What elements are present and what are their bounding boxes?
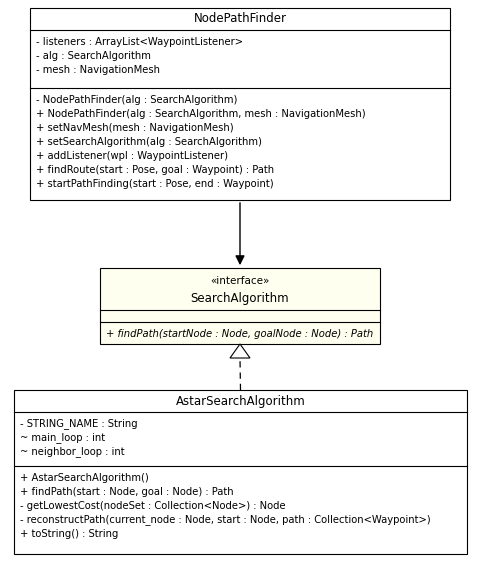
Text: + setNavMesh(mesh : NavigationMesh): + setNavMesh(mesh : NavigationMesh): [36, 123, 234, 133]
Text: + addListener(wpl : WaypointListener): + addListener(wpl : WaypointListener): [36, 151, 228, 161]
Text: + startPathFinding(start : Pose, end : Waypoint): + startPathFinding(start : Pose, end : W…: [36, 179, 274, 189]
Text: - listeners : ArrayList<WaypointListener>: - listeners : ArrayList<WaypointListener…: [36, 37, 243, 47]
Text: «interface»: «interface»: [210, 276, 270, 287]
Text: + toString() : String: + toString() : String: [20, 529, 118, 539]
Text: ~ neighbor_loop : int: ~ neighbor_loop : int: [20, 446, 125, 458]
Text: + AstarSearchAlgorithm(): + AstarSearchAlgorithm(): [20, 473, 149, 483]
Text: - NodePathFinder(alg : SearchAlgorithm): - NodePathFinder(alg : SearchAlgorithm): [36, 95, 237, 105]
Text: - alg : SearchAlgorithm: - alg : SearchAlgorithm: [36, 51, 151, 61]
Text: + findRoute(start : Pose, goal : Waypoint) : Path: + findRoute(start : Pose, goal : Waypoin…: [36, 165, 274, 175]
Text: - mesh : NavigationMesh: - mesh : NavigationMesh: [36, 65, 160, 75]
Text: - getLowestCost(nodeSet : Collection<Node>) : Node: - getLowestCost(nodeSet : Collection<Nod…: [20, 501, 285, 511]
Text: - STRING_NAME : String: - STRING_NAME : String: [20, 418, 138, 430]
Bar: [100, 268, 380, 344]
Text: + NodePathFinder(alg : SearchAlgorithm, mesh : NavigationMesh): + NodePathFinder(alg : SearchAlgorithm, …: [36, 109, 366, 119]
Polygon shape: [230, 344, 250, 358]
Text: NodePathFinder: NodePathFinder: [194, 12, 286, 25]
Bar: [30, 8, 450, 200]
Text: + findPath(startNode : Node, goalNode : Node) : Path: + findPath(startNode : Node, goalNode : …: [106, 329, 373, 339]
Text: - reconstructPath(current_node : Node, start : Node, path : Collection<Waypoint>: - reconstructPath(current_node : Node, s…: [20, 515, 431, 525]
Text: SearchAlgorithm: SearchAlgorithm: [191, 292, 289, 305]
Text: AstarSearchAlgorithm: AstarSearchAlgorithm: [176, 395, 305, 408]
Text: ~ main_loop : int: ~ main_loop : int: [20, 432, 105, 444]
Text: + setSearchAlgorithm(alg : SearchAlgorithm): + setSearchAlgorithm(alg : SearchAlgorit…: [36, 137, 262, 147]
Bar: [14, 390, 467, 554]
Text: + findPath(start : Node, goal : Node) : Path: + findPath(start : Node, goal : Node) : …: [20, 487, 234, 497]
